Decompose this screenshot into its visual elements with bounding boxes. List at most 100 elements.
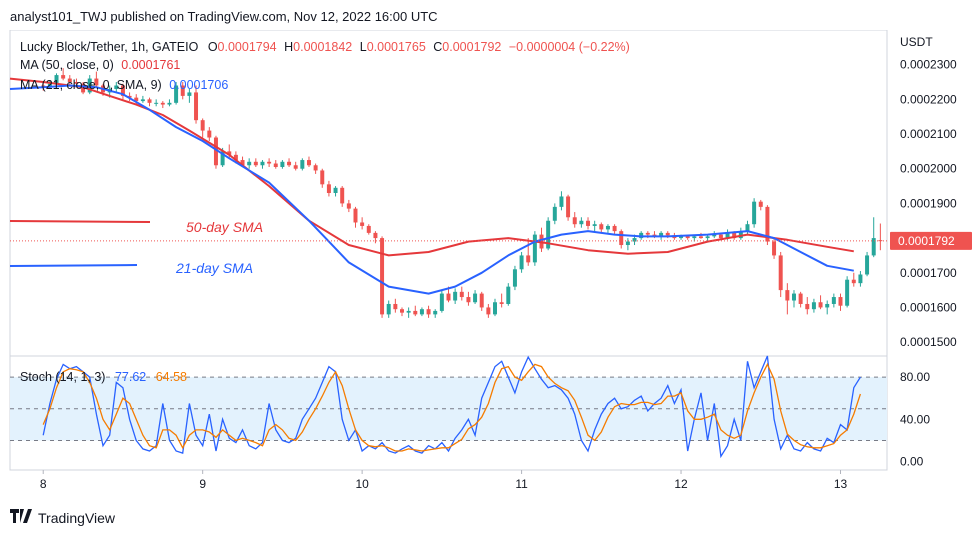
candle <box>267 158 272 167</box>
candle-body <box>280 161 285 167</box>
candle <box>200 118 205 138</box>
price-tick-label: 0.0002000 <box>900 162 957 176</box>
price-tick-label: 0.0001700 <box>900 266 957 280</box>
candle <box>758 199 763 211</box>
candle-body <box>732 232 737 239</box>
candle-body <box>366 225 371 233</box>
candle <box>738 227 743 240</box>
ma-lines <box>9 77 854 295</box>
candle <box>526 238 531 266</box>
candle-body <box>838 297 843 306</box>
candle <box>506 283 511 306</box>
candle-body <box>679 236 684 239</box>
candle-body <box>473 293 478 303</box>
candle-body <box>865 255 870 275</box>
legend-close: 0.0001792 <box>442 40 501 54</box>
candle-body <box>466 297 471 303</box>
legend-ma50-label: MA (50, close, 0) <box>20 58 114 72</box>
candle <box>320 168 325 188</box>
candle <box>599 222 604 233</box>
candle <box>67 75 72 86</box>
candle-body <box>300 160 305 169</box>
time-axis[interactable]: 8 9 10 11 12 13 <box>40 470 848 491</box>
candle-body <box>705 236 710 239</box>
price-tick-label: 0.0001900 <box>900 196 957 210</box>
candle-body <box>346 203 351 209</box>
candle-body <box>61 75 66 79</box>
candle <box>280 160 285 169</box>
candle-body <box>772 241 777 256</box>
candle <box>426 305 431 318</box>
candle <box>825 300 830 315</box>
candle <box>493 298 498 317</box>
candle <box>752 198 757 228</box>
tradingview-brand[interactable]: TradingView <box>10 509 115 527</box>
candle <box>871 217 876 258</box>
candle-body <box>419 309 424 315</box>
candle-body <box>566 196 571 218</box>
legend-low: 0.0001765 <box>367 40 426 54</box>
candle-body <box>725 232 730 239</box>
chart-canvas[interactable]: USDT 0.00015000.00016000.00017000.000180… <box>0 30 977 506</box>
candle-body <box>811 302 816 310</box>
price-axis[interactable]: 0.00015000.00016000.00017000.00018000.00… <box>900 58 957 349</box>
price-tick-label: 0.0001500 <box>900 335 957 349</box>
candle-body <box>479 293 484 308</box>
candle <box>174 82 179 105</box>
sma21-annotation: 21-day SMA <box>175 260 253 276</box>
candle <box>247 158 252 169</box>
candle-body <box>512 269 517 287</box>
candle-body <box>586 220 591 226</box>
candle <box>532 231 537 266</box>
candle-body <box>453 291 458 301</box>
candle <box>519 251 524 273</box>
candle-body <box>546 220 551 249</box>
candle <box>838 293 843 311</box>
candle <box>160 101 165 109</box>
candle <box>393 298 398 313</box>
candle-body <box>659 232 664 237</box>
candle <box>114 82 119 93</box>
stoch-axis[interactable]: 0.00 40.00 80.00 <box>900 370 930 468</box>
candle-body <box>393 303 398 310</box>
candle-body <box>320 170 325 185</box>
candle-body <box>160 102 165 105</box>
candle <box>566 194 571 221</box>
legend-open: 0.0001794 <box>218 40 277 54</box>
candle-body <box>506 286 511 304</box>
candle <box>419 307 424 317</box>
candle-body <box>94 78 99 86</box>
price-tick-label: 0.0002300 <box>900 58 957 72</box>
candle <box>705 234 710 242</box>
candle <box>346 199 351 213</box>
candle-body <box>791 293 796 301</box>
candle <box>380 236 385 318</box>
candle-body <box>645 232 650 235</box>
candle-body <box>718 234 723 239</box>
candle-body <box>632 238 637 242</box>
time-tick-label: 8 <box>40 477 47 491</box>
candle <box>180 82 185 100</box>
candle <box>293 161 298 171</box>
candle <box>61 68 66 81</box>
stoch-k-line <box>42 355 861 459</box>
candle-body <box>493 302 498 315</box>
candle-body <box>526 255 531 263</box>
legend-change: −0.0000004 (−0.22%) <box>509 40 630 54</box>
candle-body <box>413 310 418 315</box>
candle <box>858 271 863 287</box>
price-tick-label: 0.0001600 <box>900 300 957 314</box>
candle-body <box>306 160 311 166</box>
candle-body <box>572 217 577 225</box>
candle-body <box>745 224 750 232</box>
candle <box>865 251 870 277</box>
candle-body <box>692 236 697 239</box>
candle-body <box>47 83 52 88</box>
legend-ohlc: Lucky Block/Tether, 1h, GATEIO O0.000179… <box>20 40 630 54</box>
candle <box>512 265 517 291</box>
candle-body <box>559 196 564 207</box>
candle-body <box>851 279 856 284</box>
sma50-annotation: 50-day SMA <box>186 219 263 235</box>
candle <box>473 290 478 304</box>
candle-body <box>180 85 185 96</box>
